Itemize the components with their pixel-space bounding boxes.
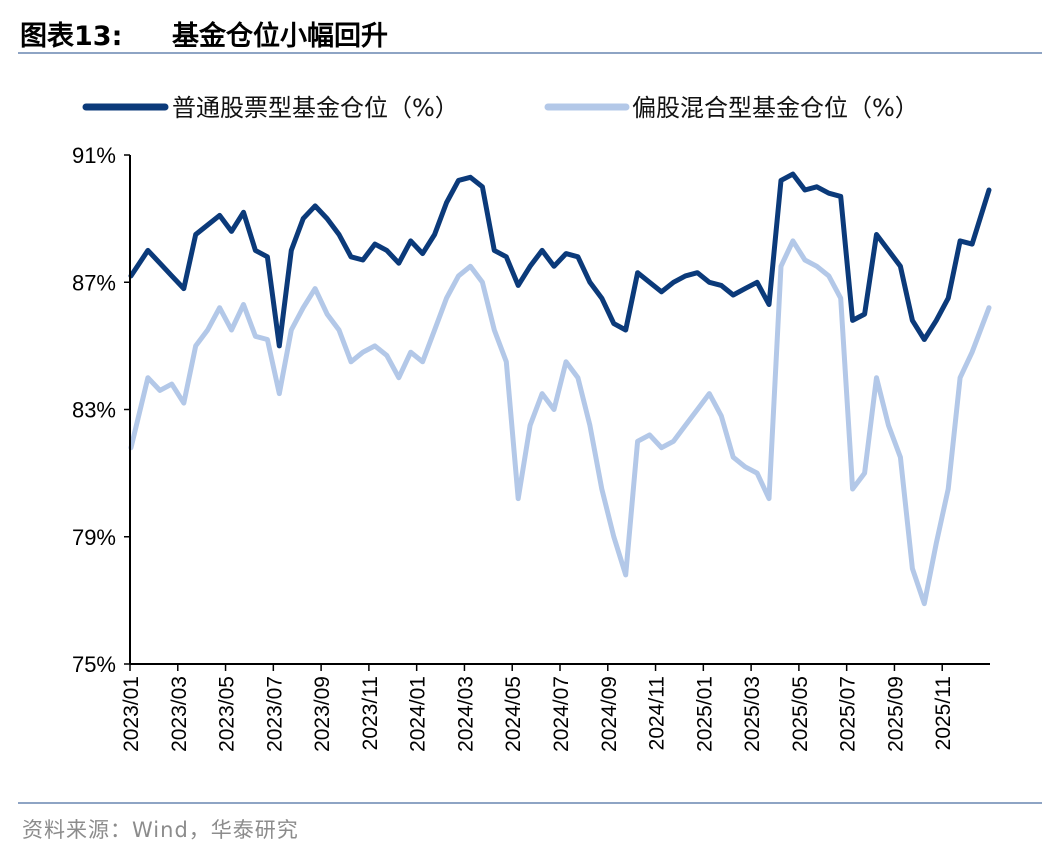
x-tick-label: 2023/03 [168,676,191,752]
y-tick-label: 79% [72,525,116,550]
series-line-stock-fund [128,171,992,349]
x-tick-label: 2023/01 [120,676,143,752]
series-layer [128,171,992,607]
y-tick-label: 83% [72,398,116,423]
x-tick-label: 2025/07 [837,676,860,752]
x-tick-label: 2025/05 [789,676,812,752]
x-tick-label: 2023/05 [216,676,239,752]
x-tick-label: 2024/03 [454,676,477,752]
x-tick-label: 2025/01 [693,676,716,752]
y-tick-label: 75% [72,652,116,677]
axes [129,155,990,665]
figure-header: 图表13: 基金仓位小幅回升 [20,14,1042,54]
bottom-rule [18,802,1042,804]
x-tick-label: 2023/09 [311,676,334,752]
x-tick-label: 2023/11 [359,676,382,750]
x-tick-label: 2025/11 [932,676,955,750]
y-tick-label: 87% [72,270,116,295]
legend-label-hybrid: 偏股混合型基金仓位（%） [632,94,919,122]
x-tick-label: 2025/09 [884,676,907,752]
x-tick-label: 2024/07 [550,676,573,752]
x-tick-label: 2024/01 [407,676,430,752]
x-tick-label: 2024/05 [502,676,525,752]
x-tick-label: 2023/07 [263,676,286,752]
legend-label-stock: 普通股票型基金仓位（%） [172,94,459,122]
x-tick-label: 2025/03 [741,676,764,752]
line-chart: 普通股票型基金仓位（%） 偏股混合型基金仓位（%） 91% 87% 83% 79% 75… [72,94,992,752]
legend: 普通股票型基金仓位（%） 偏股混合型基金仓位（%） [82,94,919,122]
top-rule [18,52,1042,54]
series-line-hybrid-fund [128,238,992,607]
source-note: 资料来源：Wind，华泰研究 [22,818,299,842]
y-tick-label: 91% [72,143,116,168]
x-axis-ticks: 2023/01 2023/03 2023/05 2023/07 2023/09 2023/… [120,664,955,752]
y-axis-ticks: 91% 87% 83% 79% 75% [72,143,130,677]
x-tick-label: 2024/11 [646,676,669,750]
figure-label: 图表13: [20,21,123,52]
x-tick-label: 2024/09 [598,676,621,752]
chart-title: 基金仓位小幅回升 [172,21,388,52]
